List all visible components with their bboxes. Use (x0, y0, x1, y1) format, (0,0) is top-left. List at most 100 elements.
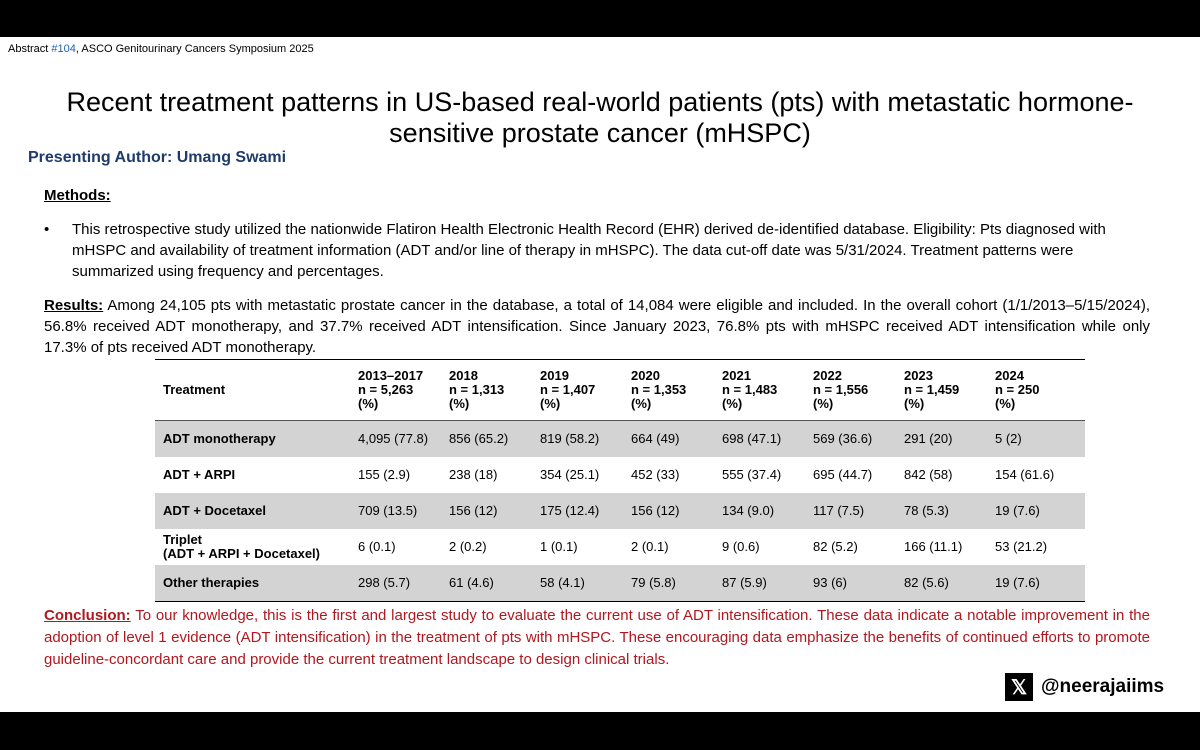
header-year: 2018 n = 1,313 (%) (441, 360, 532, 421)
table-cell: 156 (12) (623, 493, 714, 529)
year-label: 2024 (995, 368, 1024, 383)
table-cell: 709 (13.5) (350, 493, 441, 529)
header-year: 2024 n = 250 (%) (987, 360, 1085, 421)
table-cell: 58 (4.1) (532, 565, 623, 601)
year-n: n = 1,483 (722, 382, 778, 397)
year-unit: (%) (904, 396, 925, 411)
table-cell: 695 (44.7) (805, 457, 896, 493)
header-year: 2013–2017 n = 5,263 (%) (350, 360, 441, 421)
x-logo-icon: 𝕏 (1005, 673, 1033, 701)
year-n: n = 250 (995, 382, 1040, 397)
year-label: 2022 (813, 368, 842, 383)
table-cell: 61 (4.6) (441, 565, 532, 601)
methods-bullet: • (44, 221, 50, 238)
table-cell: 569 (36.6) (805, 420, 896, 457)
year-n: n = 1,556 (813, 382, 869, 397)
table-cell: 93 (6) (805, 565, 896, 601)
table-cell: 78 (5.3) (896, 493, 987, 529)
year-label: 2023 (904, 368, 933, 383)
table-cell: 117 (7.5) (805, 493, 896, 529)
year-label: 2020 (631, 368, 660, 383)
table-cell: 79 (5.8) (623, 565, 714, 601)
table-cell: 154 (61.6) (987, 457, 1085, 493)
table-row: Other therapies 298 (5.7) 61 (4.6) 58 (4… (155, 565, 1085, 601)
table-cell: 82 (5.6) (896, 565, 987, 601)
conclusion-label: Conclusion: (44, 607, 131, 624)
treatment-subname: (ADT + ARPI + Docetaxel) (163, 546, 321, 561)
year-n: n = 1,313 (449, 382, 505, 397)
year-n: n = 1,459 (904, 382, 960, 397)
results-label: Results: (44, 297, 104, 314)
table-cell: 555 (37.4) (714, 457, 805, 493)
year-unit: (%) (813, 396, 834, 411)
header-year: 2023 n = 1,459 (%) (896, 360, 987, 421)
table-cell: 291 (20) (896, 420, 987, 457)
table-cell: 19 (7.6) (987, 565, 1085, 601)
year-unit: (%) (722, 396, 743, 411)
table-cell: 298 (5.7) (350, 565, 441, 601)
table-cell: 134 (9.0) (714, 493, 805, 529)
table-row: ADT + Docetaxel 709 (13.5) 156 (12) 175 … (155, 493, 1085, 529)
table-cell: 156 (12) (441, 493, 532, 529)
header-year: 2019 n = 1,407 (%) (532, 360, 623, 421)
treatment-table: Treatment 2013–2017 n = 5,263 (%) 2018 n = … (155, 360, 1085, 601)
table-header-row: Treatment 2013–2017 n = 5,263 (%) 2018 n = … (155, 360, 1085, 421)
table-cell: 664 (49) (623, 420, 714, 457)
table-cell: 155 (2.9) (350, 457, 441, 493)
methods-text: This retrospective study utilized the na… (72, 221, 1106, 280)
table-cell: 82 (5.2) (805, 529, 896, 565)
table-cell: 175 (12.4) (532, 493, 623, 529)
table-cell: 1 (0.1) (532, 529, 623, 565)
conclusion-text: To our knowledge, this is the first and … (44, 607, 1150, 668)
year-n: n = 1,353 (631, 382, 687, 397)
table-cell: 53 (21.2) (987, 529, 1085, 565)
header-treatment: Treatment (155, 360, 350, 421)
page-title: Recent treatment patterns in US-based re… (66, 87, 1134, 148)
table-row: ADT monotherapy 4,095 (77.8) 856 (65.2) … (155, 420, 1085, 457)
table-cell: 166 (11.1) (896, 529, 987, 565)
year-n: n = 1,407 (540, 382, 596, 397)
slide: Abstract #104, ASCO Genitourinary Cancer… (0, 37, 1200, 712)
table-row: ADT + ARPI 155 (2.9) 238 (18) 354 (25.1)… (155, 457, 1085, 493)
handle-text: @neerajaiims (1041, 676, 1165, 697)
table-cell: 6 (0.1) (350, 529, 441, 565)
abstract-number: #104 (51, 43, 76, 55)
table-cell: 819 (58.2) (532, 420, 623, 457)
table-cell: 698 (47.1) (714, 420, 805, 457)
year-unit: (%) (540, 396, 561, 411)
table-cell: 2 (0.2) (441, 529, 532, 565)
header-year: 2021 n = 1,483 (%) (714, 360, 805, 421)
abstract-header: Abstract #104, ASCO Genitourinary Cancer… (8, 43, 314, 55)
year-label: 2018 (449, 368, 478, 383)
table-row: Triplet (ADT + ARPI + Docetaxel) 6 (0.1) … (155, 529, 1085, 565)
table-cell: 354 (25.1) (532, 457, 623, 493)
year-unit: (%) (358, 396, 379, 411)
table-cell: 19 (7.6) (987, 493, 1085, 529)
table-cell: 842 (58) (896, 457, 987, 493)
treatment-table-container: Treatment 2013–2017 n = 5,263 (%) 2018 n = … (155, 359, 1085, 602)
year-unit: (%) (995, 396, 1016, 411)
year-label: 2013–2017 (358, 368, 424, 383)
table-cell: 856 (65.2) (441, 420, 532, 457)
conclusion-paragraph: Conclusion: To our knowledge, this is th… (44, 605, 1150, 671)
treatment-cell: Triplet (ADT + ARPI + Docetaxel) (155, 529, 350, 565)
table-cell: 2 (0.1) (623, 529, 714, 565)
header-prefix: Abstract (8, 43, 52, 55)
presenting-author: Presenting Author: Umang Swami (28, 149, 287, 166)
treatment-cell: Other therapies (155, 565, 350, 601)
treatment-cell: ADT + ARPI (155, 457, 350, 493)
table-cell: 4,095 (77.8) (350, 420, 441, 457)
results-paragraph: Results: Among 24,105 pts with metastati… (44, 295, 1150, 358)
year-unit: (%) (631, 396, 652, 411)
header-suffix: , ASCO Genitourinary Cancers Symposium 2… (75, 43, 314, 55)
year-label: 2021 (722, 368, 751, 383)
table-cell: 5 (2) (987, 420, 1085, 457)
year-unit: (%) (449, 396, 470, 411)
treatment-cell: ADT + Docetaxel (155, 493, 350, 529)
header-year: 2022 n = 1,556 (%) (805, 360, 896, 421)
table-cell: 452 (33) (623, 457, 714, 493)
social-handle: 𝕏 @neerajaiims (1005, 671, 1164, 703)
table-cell: 9 (0.6) (714, 529, 805, 565)
treatment-cell: ADT monotherapy (155, 420, 350, 457)
methods-heading: Methods: (44, 187, 111, 204)
